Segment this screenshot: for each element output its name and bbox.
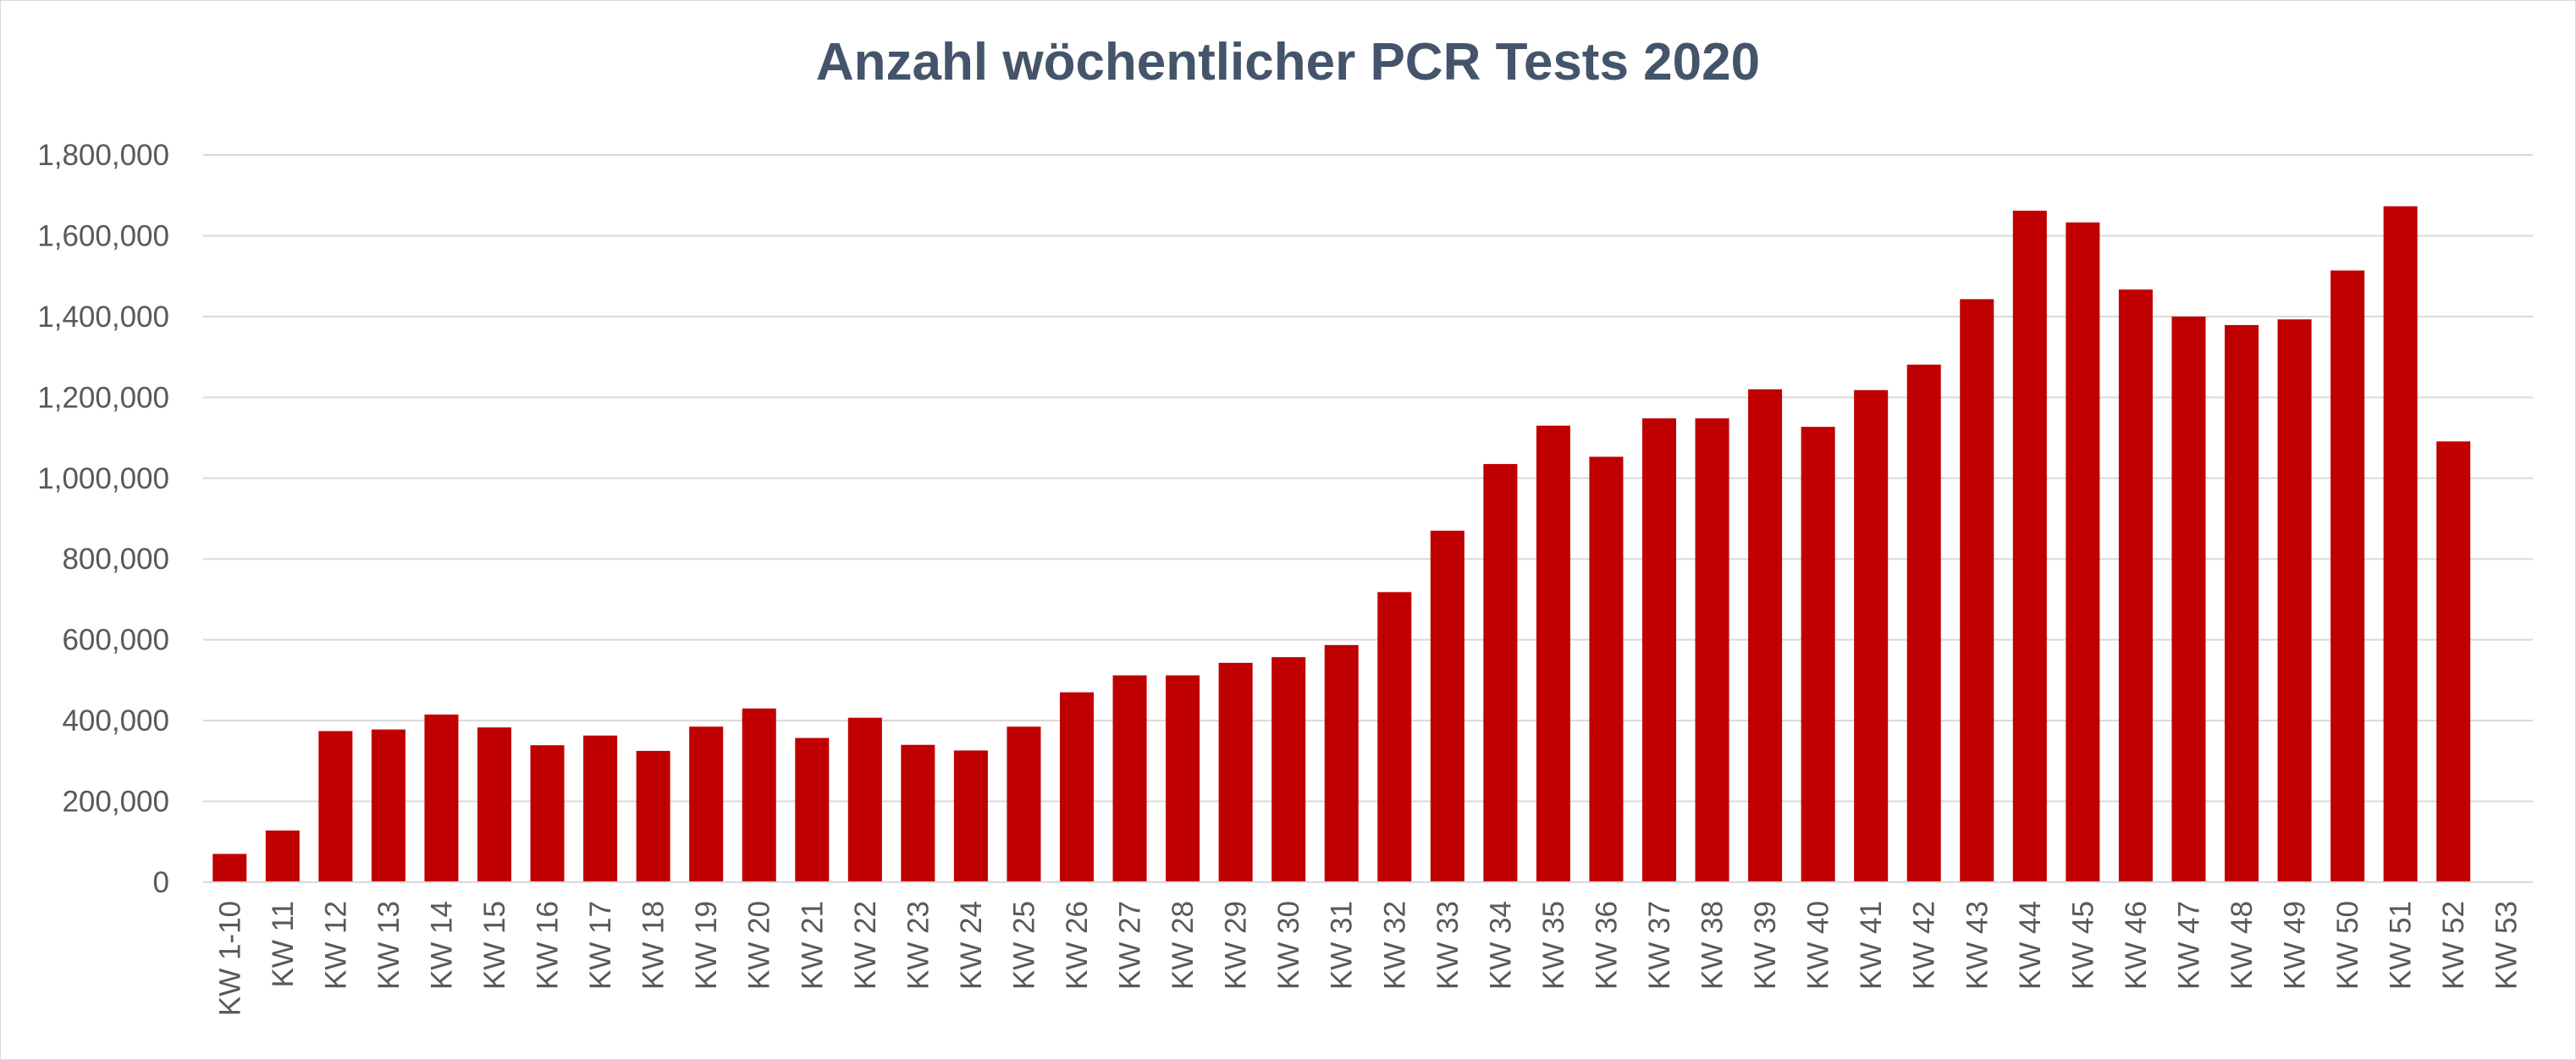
bar xyxy=(265,830,300,882)
bar xyxy=(1854,389,1889,882)
x-tick-label: KW 26 xyxy=(1061,901,1094,990)
bar xyxy=(318,731,353,882)
x-tick-label: KW 33 xyxy=(1431,901,1465,990)
y-tick-label: 400,000 xyxy=(62,704,169,737)
x-tick-label: KW 34 xyxy=(1484,901,1517,990)
x-tick-label: KW 43 xyxy=(1961,901,1994,990)
bar xyxy=(1483,464,1518,882)
x-tick-label: KW 40 xyxy=(1802,901,1835,990)
bar xyxy=(424,714,459,882)
bar xyxy=(1536,425,1570,882)
x-tick-label: KW 49 xyxy=(2279,901,2312,990)
x-tick-label: KW 16 xyxy=(532,901,565,990)
bar xyxy=(742,708,776,882)
y-tick-label: 1,200,000 xyxy=(37,381,169,414)
x-tick-label: KW 47 xyxy=(2172,901,2205,990)
bar xyxy=(1641,418,1677,882)
y-tick-label: 1,600,000 xyxy=(37,219,169,252)
y-tick-label: 0 xyxy=(153,866,169,899)
y-tick-label: 1,400,000 xyxy=(37,301,169,334)
x-tick-label: KW 25 xyxy=(1007,901,1040,990)
chart-title: Anzahl wöchentlicher PCR Tests 2020 xyxy=(815,33,1761,91)
bar xyxy=(1801,427,1835,883)
x-tick-label: KW 44 xyxy=(2014,901,2047,990)
x-tick-label: KW 51 xyxy=(2385,901,2418,990)
bar xyxy=(1960,299,1994,882)
bar xyxy=(2171,316,2206,882)
bar xyxy=(477,727,512,882)
bar xyxy=(795,737,830,882)
x-tick-label: KW 14 xyxy=(425,901,458,990)
bar xyxy=(2331,270,2365,882)
x-tick-label: KW 13 xyxy=(372,901,405,990)
x-tick-label: KW 29 xyxy=(1220,901,1253,990)
bar xyxy=(1324,644,1359,882)
bar xyxy=(1112,675,1147,882)
bar xyxy=(1589,456,1624,882)
x-tick-label: KW 1-10 xyxy=(213,901,246,1016)
bar xyxy=(2383,206,2418,882)
bar xyxy=(2012,210,2047,882)
bar xyxy=(530,745,565,882)
x-tick-label: KW 41 xyxy=(1855,901,1888,990)
bar xyxy=(583,735,618,882)
x-tick-label: KW 24 xyxy=(955,901,988,990)
bar xyxy=(689,726,724,882)
bar xyxy=(371,729,405,882)
x-tick-label: KW 27 xyxy=(1114,901,1147,990)
x-tick-label: KW 30 xyxy=(1272,901,1305,990)
bar xyxy=(1271,657,1306,882)
x-tick-label: KW 39 xyxy=(1749,901,1782,990)
x-tick-label: KW 32 xyxy=(1378,901,1411,990)
bar xyxy=(1059,692,1095,882)
bar xyxy=(1748,389,1783,882)
y-tick-label: 600,000 xyxy=(62,624,169,657)
bar xyxy=(901,744,935,882)
x-tick-label: KW 37 xyxy=(1643,901,1676,990)
x-tick-label: KW 52 xyxy=(2437,901,2470,990)
bar xyxy=(1695,418,1729,882)
y-tick-label: 1,800,000 xyxy=(37,139,169,172)
x-tick-label: KW 48 xyxy=(2226,901,2259,990)
x-tick-label: KW 31 xyxy=(1326,901,1359,990)
x-tick-label: KW 20 xyxy=(743,901,776,990)
bar xyxy=(1166,675,1200,882)
x-tick-label: KW 42 xyxy=(1908,901,1941,990)
x-tick-label: KW 15 xyxy=(478,901,511,990)
bar xyxy=(1906,364,1941,882)
x-tick-label: KW 28 xyxy=(1167,901,1200,990)
bar xyxy=(2118,289,2153,882)
y-tick-label: 1,000,000 xyxy=(37,462,169,495)
bar xyxy=(1377,592,1412,882)
bar xyxy=(2277,319,2312,882)
bar xyxy=(2066,222,2100,882)
x-tick-label: KW 53 xyxy=(2491,901,2524,990)
x-tick-label: KW 50 xyxy=(2331,901,2364,990)
x-tick-label: KW 12 xyxy=(319,901,352,990)
x-tick-label: KW 18 xyxy=(637,901,670,990)
x-tick-label: KW 46 xyxy=(2120,901,2153,990)
bar xyxy=(212,853,247,882)
x-tick-label: KW 36 xyxy=(1590,901,1623,990)
x-tick-label: KW 17 xyxy=(584,901,617,990)
x-tick-label: KW 19 xyxy=(690,901,723,990)
y-tick-label: 200,000 xyxy=(62,786,169,819)
bar xyxy=(847,717,882,882)
x-tick-label: KW 11 xyxy=(267,901,300,987)
bar xyxy=(1218,662,1253,882)
bar xyxy=(953,750,988,882)
bar xyxy=(1430,530,1465,882)
bar xyxy=(636,750,670,882)
x-tick-label: KW 21 xyxy=(796,901,829,990)
x-tick-label: KW 38 xyxy=(1696,901,1729,990)
x-tick-label: KW 35 xyxy=(1537,901,1570,990)
y-tick-label: 800,000 xyxy=(62,543,169,576)
bar xyxy=(2224,324,2259,883)
x-tick-label: KW 23 xyxy=(902,901,935,990)
bar xyxy=(2436,441,2471,882)
x-tick-label: KW 22 xyxy=(849,901,882,990)
x-tick-label: KW 45 xyxy=(2066,901,2099,990)
bar xyxy=(1007,726,1041,882)
